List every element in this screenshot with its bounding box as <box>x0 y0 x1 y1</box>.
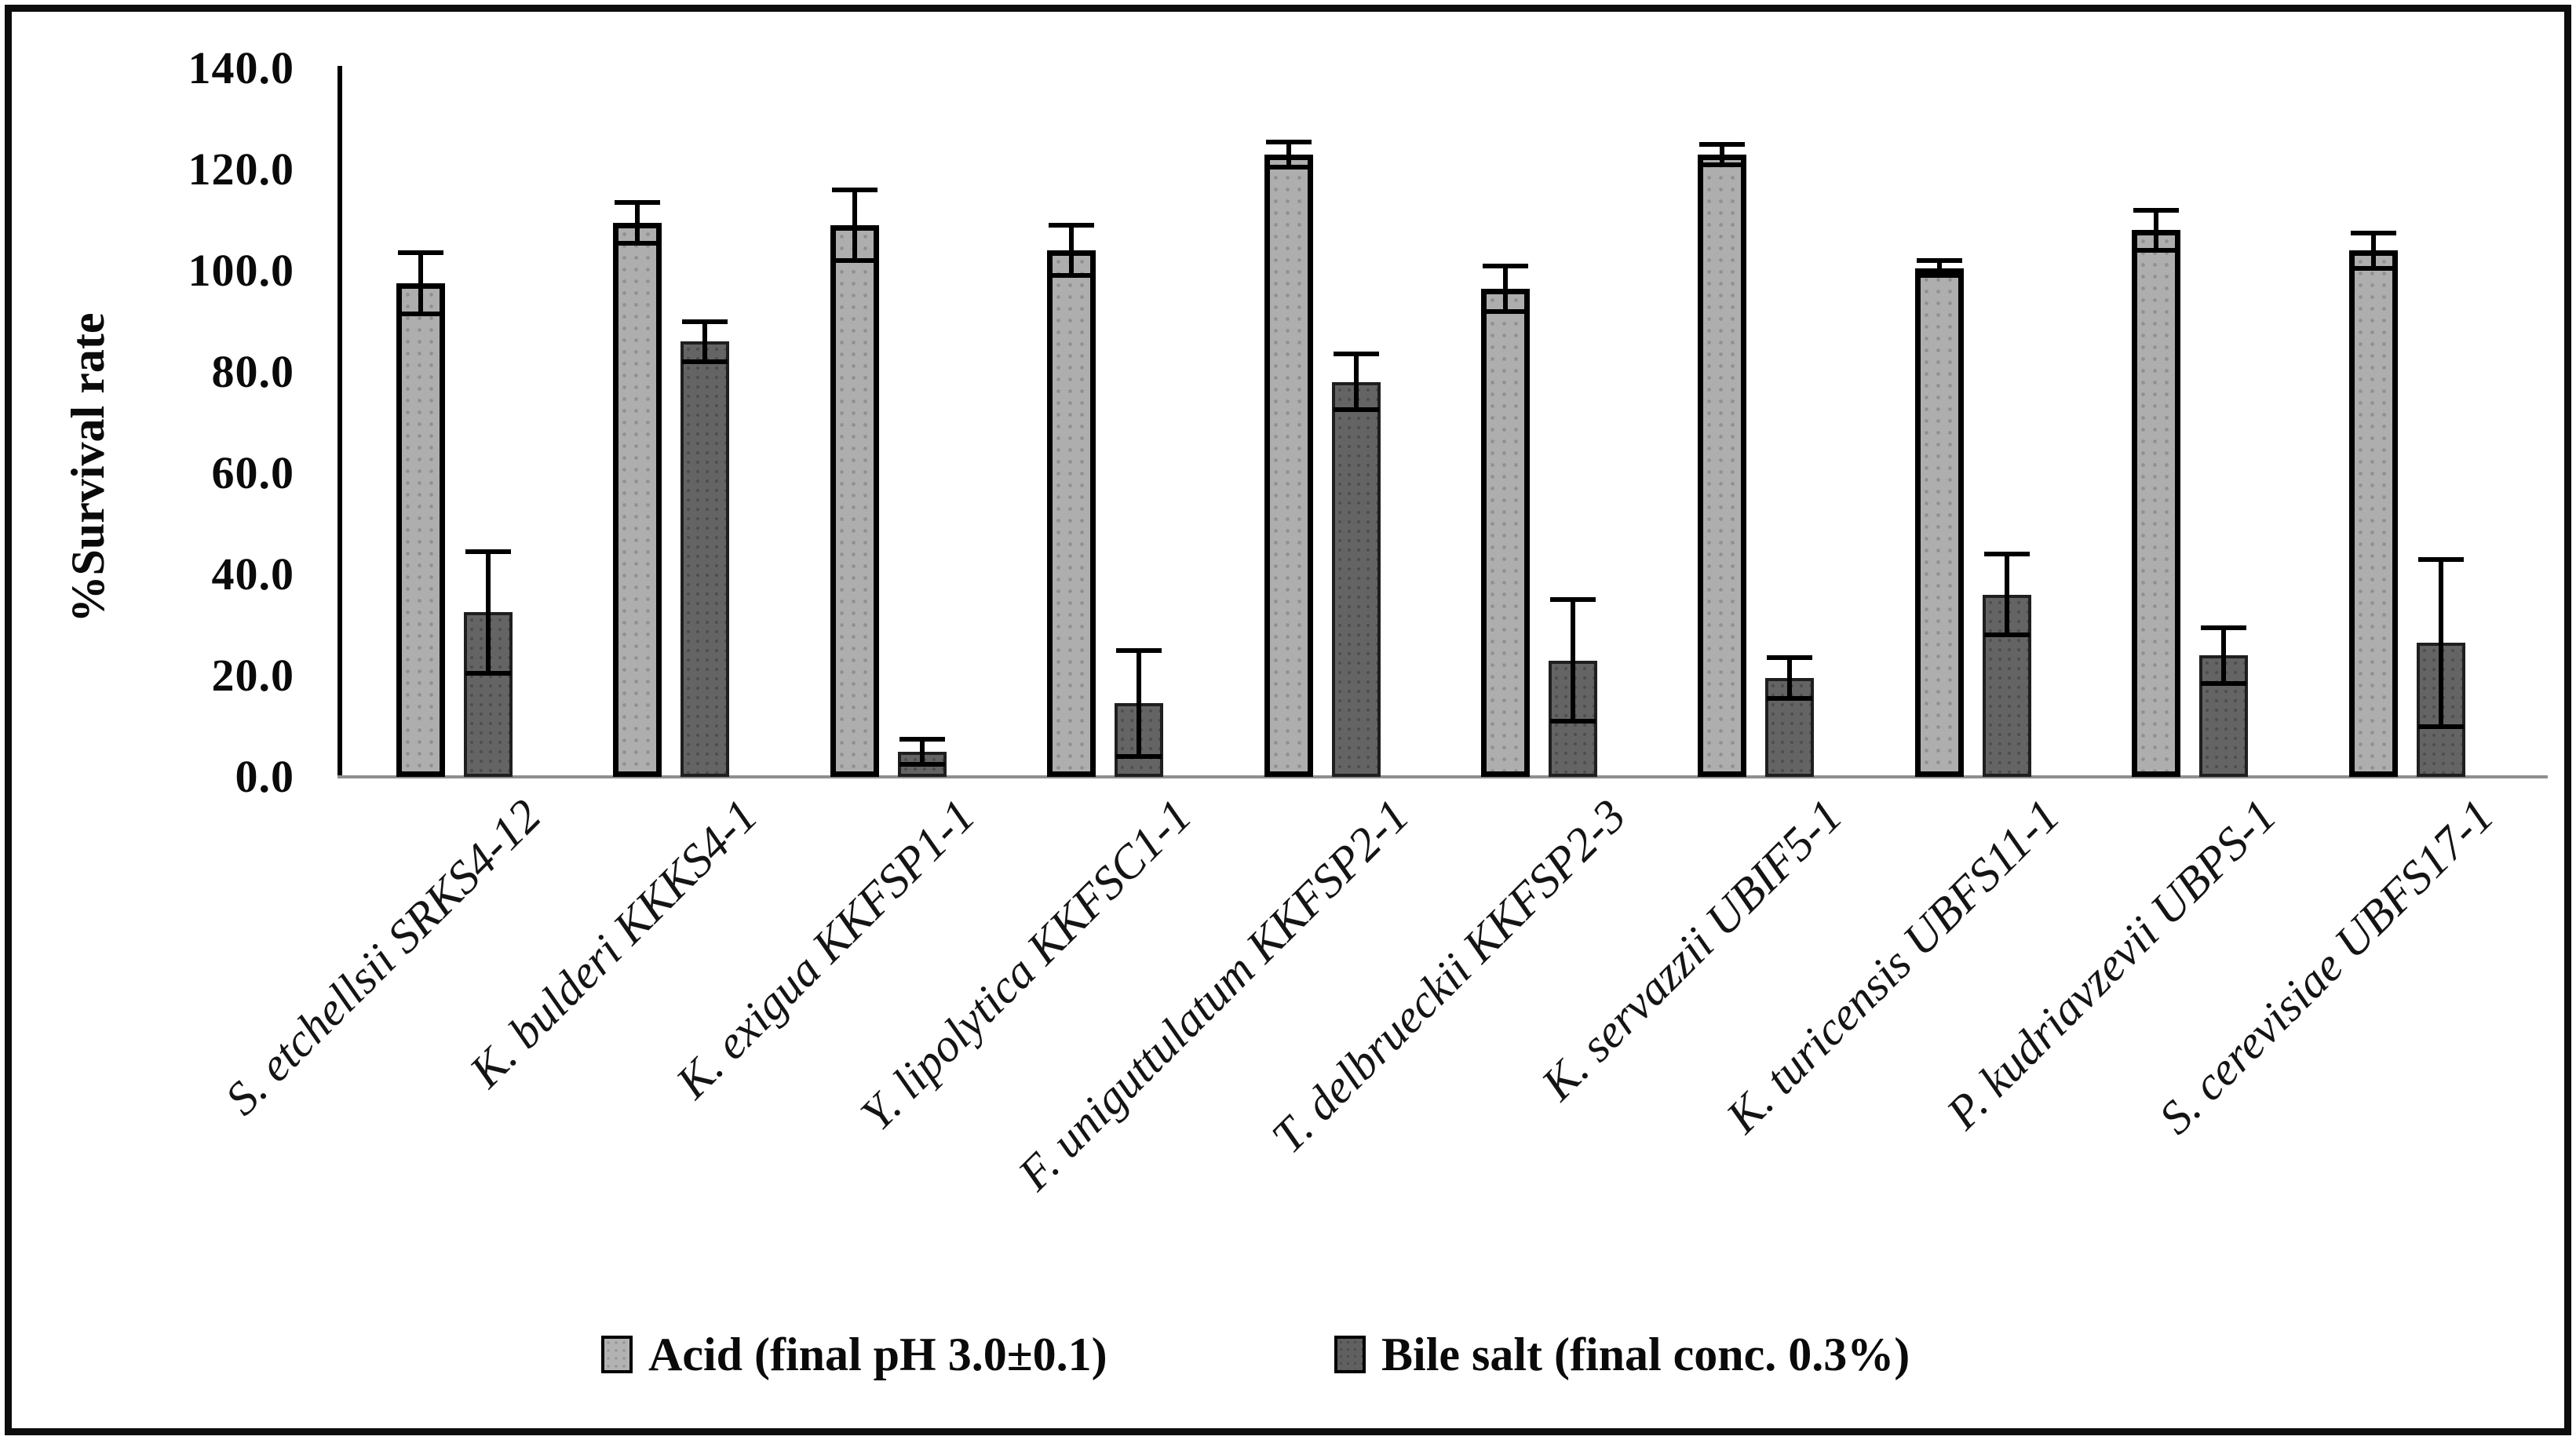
error-bar-cap <box>831 187 878 192</box>
bar-acid <box>830 224 879 777</box>
bar-acid <box>613 222 662 777</box>
error-bar-line <box>1137 650 1142 757</box>
error-bar-cap <box>682 319 728 324</box>
bar-acid <box>1481 288 1530 777</box>
error-bar-cap <box>1767 655 1813 661</box>
error-bar-cap <box>1049 222 1095 228</box>
error-bar-cap <box>1483 308 1528 314</box>
error-bar-line <box>702 321 708 363</box>
bar-acid <box>2348 250 2398 777</box>
bar-bile-salt <box>2199 655 2249 777</box>
bar-acid <box>2132 230 2181 777</box>
error-bar-line <box>2004 554 2009 636</box>
error-bar-line <box>1787 658 1793 699</box>
error-bar-cap <box>1699 162 1746 167</box>
error-bar-cap <box>1983 552 2030 557</box>
error-bar-cap <box>899 736 945 742</box>
error-bar-cap <box>831 258 878 264</box>
error-bar-cap <box>1699 141 1746 147</box>
x-axis-line <box>338 775 2548 778</box>
bar-acid <box>1914 268 1964 777</box>
error-bar-cap <box>1265 139 1312 144</box>
bar-acid <box>1698 154 1747 777</box>
error-bar-cap <box>1983 633 2030 638</box>
error-bar-cap <box>899 761 945 767</box>
error-bar-line <box>486 551 491 673</box>
y-tick-label: 0.0 <box>235 751 294 802</box>
error-bar-line <box>1286 141 1291 167</box>
error-bar-line <box>635 202 640 243</box>
y-axis-line <box>338 66 342 778</box>
error-bar-cap <box>1550 719 1596 724</box>
error-bar-cap <box>1483 263 1528 268</box>
error-bar-cap <box>1767 696 1813 702</box>
error-bar-line <box>418 253 423 314</box>
error-bar-line <box>1936 261 1942 276</box>
y-tick-label: 120.0 <box>188 144 294 195</box>
error-bar-cap <box>682 359 728 365</box>
bar-acid <box>1264 154 1313 777</box>
error-bar-line <box>1069 224 1075 276</box>
error-bar-cap <box>2201 680 2247 686</box>
bar-bile-salt <box>680 341 730 777</box>
error-bar-cap <box>2417 724 2464 729</box>
error-bar-cap <box>2417 556 2464 562</box>
error-bar-cap <box>2133 207 2180 213</box>
error-bar-line <box>1503 265 1508 312</box>
bar-bile-salt <box>1982 594 2031 777</box>
y-tick-label: 60.0 <box>211 447 294 498</box>
error-bar-cap <box>615 240 661 246</box>
error-bar-cap <box>465 549 511 554</box>
error-bar-line <box>2370 232 2376 268</box>
error-bar-line <box>919 738 925 764</box>
error-bar-cap <box>2350 230 2396 235</box>
error-bar-cap <box>1916 258 1962 264</box>
error-bar-line <box>2438 559 2443 727</box>
y-tick-label: 20.0 <box>211 650 294 701</box>
error-bar-cap <box>1916 273 1962 279</box>
error-bar-cap <box>465 670 511 676</box>
error-bar-cap <box>1116 754 1162 760</box>
error-bar-cap <box>398 250 443 256</box>
error-bar-line <box>2221 627 2227 684</box>
error-bar-cap <box>615 199 661 205</box>
error-bar-cap <box>2201 625 2247 630</box>
y-tick-label: 80.0 <box>211 346 294 397</box>
y-tick-label: 100.0 <box>188 245 294 296</box>
error-bar-line <box>852 189 857 261</box>
error-bar-cap <box>2350 265 2396 271</box>
error-bar-line <box>1353 354 1359 410</box>
y-tick-label: 40.0 <box>211 549 294 600</box>
error-bar-line <box>1571 600 1575 722</box>
error-bar-cap <box>1116 647 1162 653</box>
bar-acid <box>396 283 445 777</box>
error-bar-cap <box>1049 273 1095 279</box>
error-bar-cap <box>2133 248 2180 253</box>
bar-bile-salt <box>1331 381 1381 777</box>
error-bar-line <box>1720 144 1725 165</box>
error-bar-line <box>2154 210 2159 251</box>
error-bar-cap <box>398 311 443 316</box>
error-bar-cap <box>1333 407 1379 413</box>
error-bar-cap <box>1550 597 1596 603</box>
error-bar-cap <box>1333 352 1379 357</box>
bar-acid <box>1047 250 1096 777</box>
y-tick-label: 140.0 <box>188 42 294 93</box>
bar-bile-salt <box>464 612 513 777</box>
error-bar-cap <box>1265 164 1312 170</box>
